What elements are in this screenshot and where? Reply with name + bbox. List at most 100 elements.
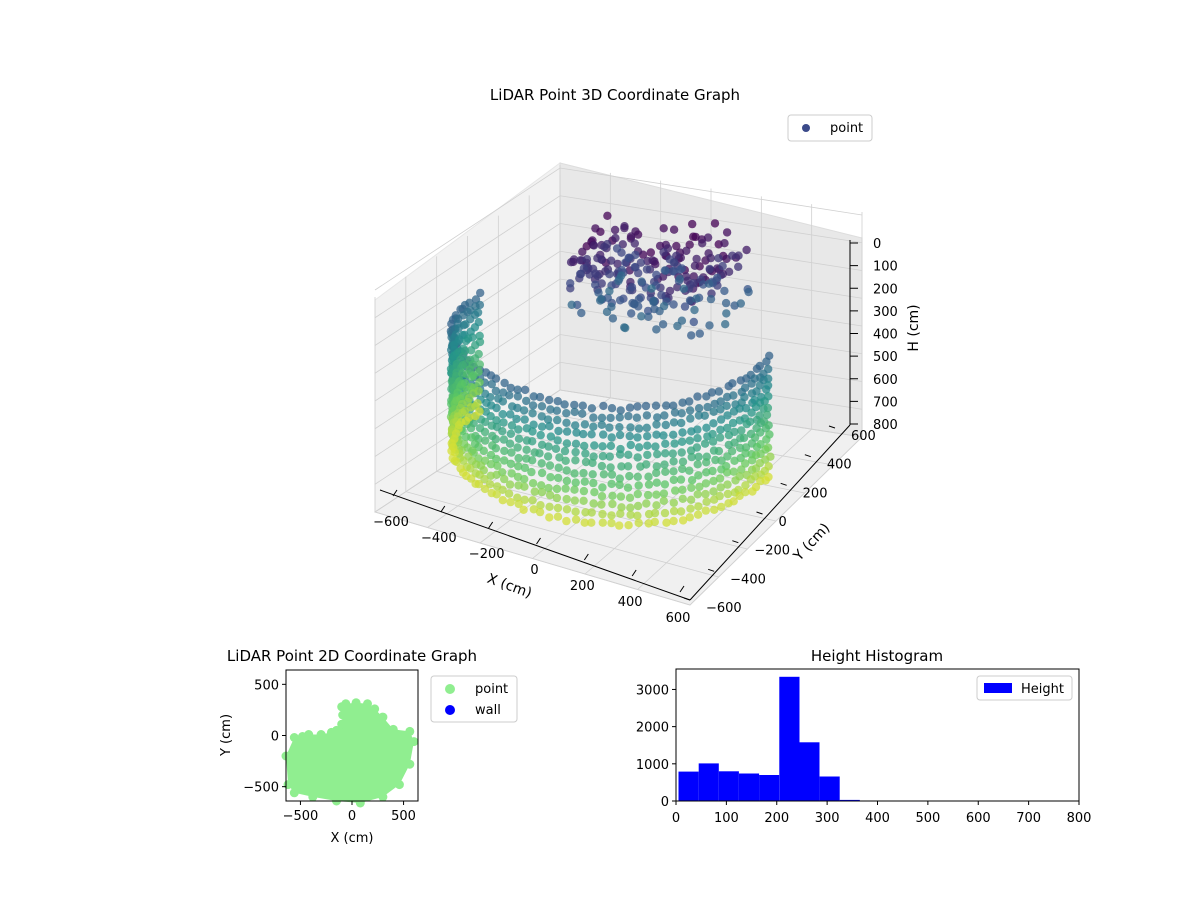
z-ticks-3d: 0 100 200 300 400 500 600 700 800 (850, 237, 898, 433)
point-3d (514, 481, 523, 490)
point-3d (737, 426, 746, 435)
point-3d (660, 508, 670, 518)
scatter-2d-point (388, 724, 398, 734)
z-tick-label-3d: 300 (873, 305, 898, 320)
point-3d (554, 426, 563, 436)
point-3d (506, 410, 515, 419)
histogram: Height Histogram 0 100 200 300 400 500 600 700 8… (636, 647, 1092, 826)
histogram-bar (839, 799, 860, 801)
x-tick-label-hist: 700 (1016, 811, 1041, 826)
point-3d (739, 433, 749, 443)
point-3d (756, 440, 765, 449)
point-3d (709, 495, 719, 504)
point-3d (507, 469, 516, 478)
point-3d (589, 452, 598, 461)
point-3d (764, 462, 773, 471)
point-3d (623, 483, 633, 492)
point-3d (673, 321, 682, 331)
point-3d (615, 413, 624, 422)
point-3d (643, 450, 652, 460)
point-3d (581, 457, 591, 467)
point-3d (694, 502, 703, 511)
z-tick-label-3d: 800 (873, 418, 898, 433)
point-3d (669, 258, 679, 267)
y-ticks-3d: −600 −400 −200 0 200 400 600 (683, 425, 876, 616)
point-3d (729, 497, 738, 506)
grid-line (374, 195, 863, 319)
point-3d (642, 265, 652, 274)
x-tick-mark-3d (440, 505, 446, 513)
point-3d (580, 518, 589, 527)
point-3d (715, 433, 725, 442)
point-3d (528, 496, 537, 505)
point-3d (597, 420, 606, 429)
chart-3d: LiDAR Point 3D Coordinate Graph −600 −400… (373, 86, 922, 626)
point-3d (599, 430, 608, 439)
point-3d (599, 470, 609, 479)
point-3d (633, 511, 642, 520)
point-3d (688, 219, 697, 229)
point-3d (687, 476, 697, 485)
point-3d (605, 286, 614, 296)
point-3d (499, 388, 508, 397)
point-3d (475, 360, 484, 369)
point-3d (669, 401, 678, 410)
point-3d (615, 430, 625, 440)
point-3d (514, 462, 523, 471)
point-3d (644, 472, 653, 481)
point-3d (553, 503, 563, 513)
point-3d (677, 448, 686, 457)
point-3d (723, 423, 732, 433)
point-3d (659, 301, 669, 311)
point-3d (685, 240, 694, 249)
point-3d (476, 288, 485, 298)
point-3d (744, 287, 753, 297)
x-tick-mark-3d (536, 537, 541, 545)
point-3d (735, 491, 744, 501)
point-3d (562, 439, 572, 448)
point-3d (669, 225, 679, 234)
histogram-bar (718, 771, 739, 801)
x-tick-label-hist: 200 (764, 811, 789, 826)
point-3d (466, 346, 476, 355)
point-3d (606, 441, 616, 451)
point-3d (660, 480, 670, 489)
point-3d (685, 296, 695, 305)
point-3d (694, 452, 703, 461)
point-3d (579, 486, 589, 496)
point-3d (487, 488, 496, 498)
point-3d (670, 408, 680, 417)
point-3d (577, 308, 586, 318)
point-3d (581, 508, 590, 517)
y-tick-label-3d: 0 (779, 515, 787, 530)
point-3d (461, 432, 471, 442)
point-3d (624, 411, 633, 421)
x-axis-label-2d: X (cm) (331, 831, 374, 846)
y-tick-label-hist: 2000 (636, 721, 669, 736)
point-3d (607, 404, 617, 413)
y-axis-label-3d: Y (cm) (790, 520, 833, 565)
x-tick-label-hist: 500 (915, 811, 940, 826)
point-3d (717, 456, 726, 465)
point-3d (755, 361, 764, 371)
x-tick-label-2d: −500 (283, 809, 319, 824)
point-3d (686, 495, 696, 504)
point-3d (723, 489, 733, 499)
point-3d (630, 263, 639, 272)
point-3d (731, 476, 740, 485)
point-3d (460, 406, 469, 416)
point-3d (747, 408, 756, 417)
point-3d (633, 472, 642, 481)
point-3d (571, 439, 581, 448)
point-3d (535, 507, 545, 517)
point-3d (643, 306, 653, 316)
point-3d (686, 504, 695, 513)
point-3d (649, 296, 658, 306)
point-3d (723, 480, 732, 489)
point-3d (734, 262, 743, 271)
legend-hist-label: Height (1021, 682, 1064, 697)
point-3d (702, 458, 711, 467)
point-3d (597, 492, 607, 501)
legend-3d: point (787, 114, 873, 142)
point-3d (486, 471, 495, 480)
